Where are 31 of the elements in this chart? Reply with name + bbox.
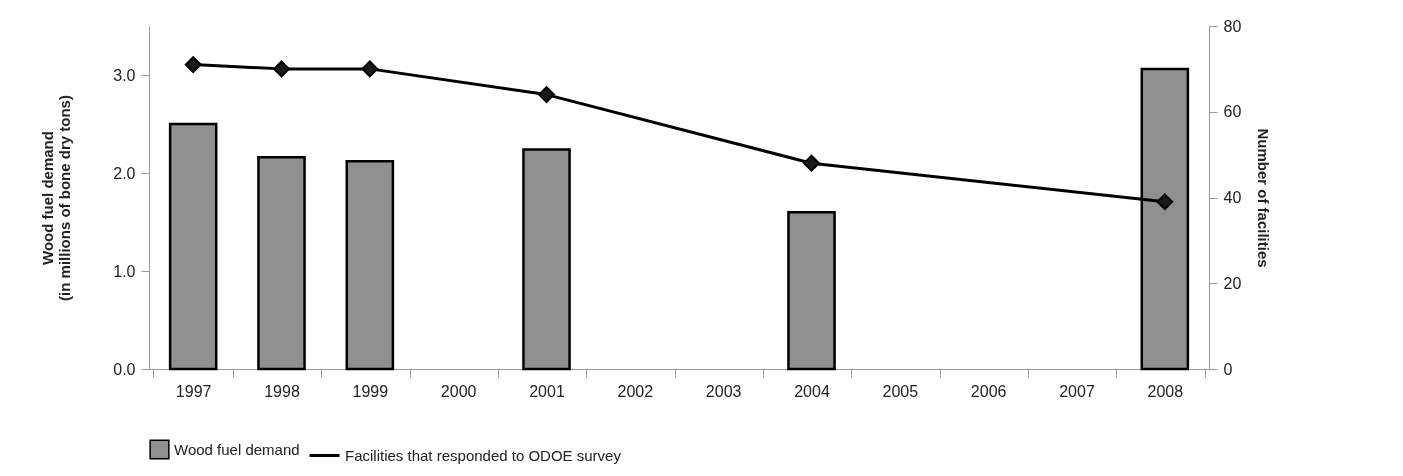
- point: [803, 154, 820, 172]
- x-tick-label: 1997: [175, 382, 212, 400]
- x-tick-label: 1999: [352, 382, 389, 400]
- x-tick-label: 2001: [529, 382, 565, 400]
- x-tick-label: 2003: [705, 382, 742, 400]
- y2-tick-label: 40: [1223, 189, 1242, 206]
- x-tick-label: 2002: [617, 382, 654, 400]
- y-tick-label: 0.0: [113, 360, 136, 378]
- point: [184, 56, 202, 73]
- point: [538, 86, 555, 104]
- y2-axis-title: Number of facilities: [1255, 128, 1273, 268]
- x-tick-label: 2008: [1147, 382, 1184, 400]
- y-tick-label: 3.0: [113, 66, 136, 84]
- y2-tick-label: 20: [1223, 274, 1242, 292]
- y2-tick-label: 60: [1223, 103, 1242, 121]
- point: [273, 60, 290, 78]
- x-tick-label: 2007: [1059, 382, 1095, 400]
- x-tick-label: 2006: [970, 382, 1007, 400]
- y-axis-title: Wood fuel demand (in millions of bone dry tons): [39, 95, 74, 301]
- x-tick-label: 1998: [264, 382, 300, 400]
- y-tick-label: 2.0: [113, 164, 136, 182]
- y2-tick-label: 80: [1223, 17, 1242, 35]
- legend-label: Wood fuel demand: [174, 440, 300, 458]
- y-tick-label: 1.0: [113, 262, 136, 280]
- x-tick-label: 2005: [882, 382, 919, 400]
- point: [361, 60, 379, 78]
- legend-label: Facilities that responded to ODOE survey: [345, 446, 622, 464]
- x-tick-label: 2004: [794, 382, 830, 400]
- y2-tick-label: 0: [1223, 360, 1233, 378]
- point: [1156, 193, 1174, 211]
- x-tick-label: 2000: [440, 382, 477, 400]
